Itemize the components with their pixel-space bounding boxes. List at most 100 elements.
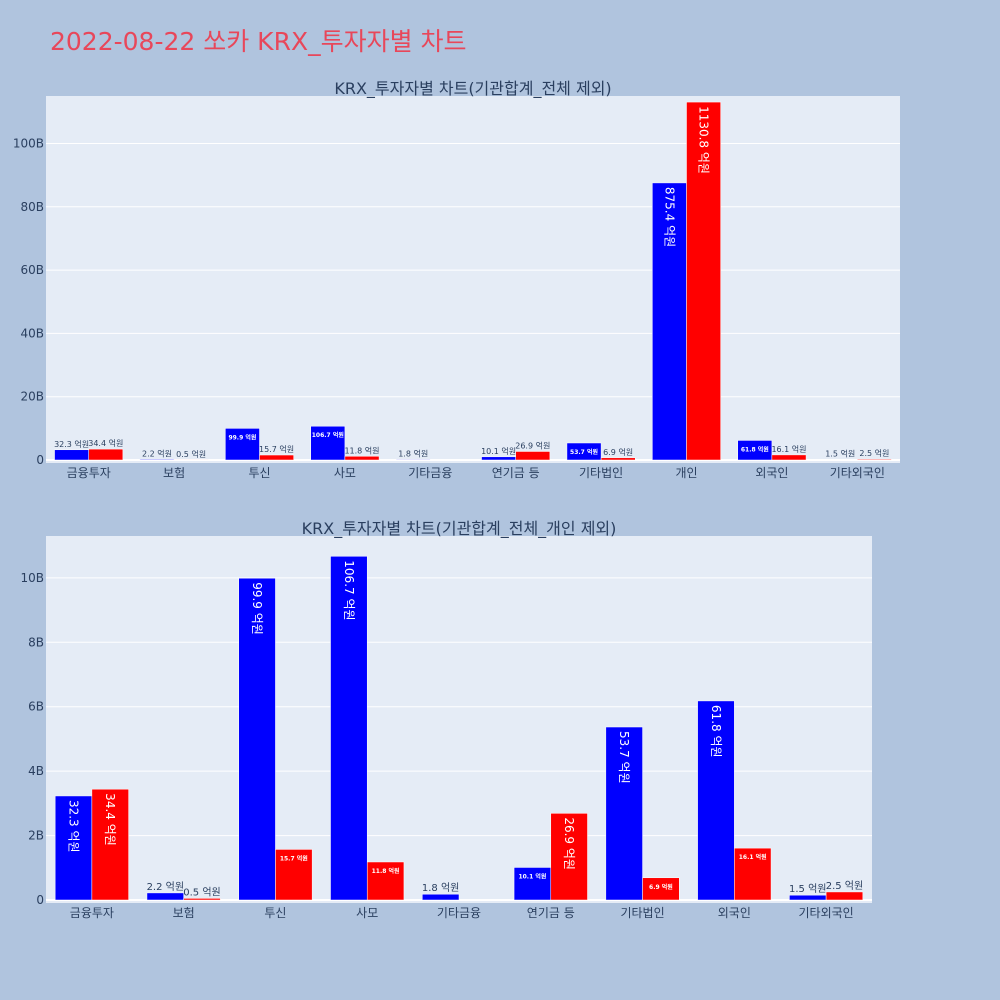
bar-1-0-0 <box>54 795 93 901</box>
y-tick-label-1-4: 8B <box>28 635 44 649</box>
x-tick-label-1-1: 보험 <box>173 906 195 920</box>
bar-0-1-6 <box>600 457 636 461</box>
data-label-1-1-8: 2.5 억원 <box>826 880 863 892</box>
data-label-0-1-6: 6.9 억원 <box>603 447 633 457</box>
data-label-0-0-7: 875.4 억원 <box>662 187 676 247</box>
data-label-1-0-8: 1.5 억원 <box>789 883 826 895</box>
data-label-1-0-0: 32.3 억원 <box>67 800 81 853</box>
plot-area-0 <box>46 96 900 463</box>
x-tick-label-0-1: 보험 <box>163 466 185 480</box>
data-label-0-0-9: 1.5 억원 <box>825 449 855 459</box>
y-tick-label-1-2: 4B <box>28 764 44 778</box>
y-tick-label-0-3: 60B <box>20 263 44 277</box>
bar-1-0-3 <box>330 556 368 901</box>
y-tick-label-1-0: 0 <box>36 893 44 907</box>
data-label-1-1-1: 0.5 억원 <box>183 886 220 898</box>
data-label-1-0-4: 1.8 억원 <box>422 882 459 894</box>
x-tick-label-1-7: 외국인 <box>718 906 751 920</box>
bar-0-0-5 <box>481 456 516 461</box>
x-tick-label-1-2: 투신 <box>264 906 286 920</box>
x-tick-label-0-6: 기타법인 <box>579 466 623 480</box>
data-label-1-1-3: 11.8 억원 <box>372 867 400 875</box>
chart-title-1: KRX_투자자별 차트(기관합계_전체_개인 제외) <box>302 519 617 539</box>
bar-1-0-6 <box>605 726 643 901</box>
bar-0-1-9 <box>857 458 892 461</box>
x-tick-label-1-8: 기타외국인 <box>799 906 854 920</box>
data-label-0-1-0: 34.4 억원 <box>88 438 123 448</box>
bar-0-0-4 <box>395 459 431 461</box>
data-label-0-1-3: 11.8 억원 <box>344 445 379 455</box>
x-tick-label-0-7: 개인 <box>675 466 697 480</box>
x-tick-label-0-4: 기타금융 <box>408 466 452 480</box>
data-label-1-1-2: 15.7 억원 <box>280 854 308 862</box>
bar-1-1-7 <box>734 847 772 901</box>
bar-0-1-3 <box>344 456 380 461</box>
x-tick-label-0-3: 사모 <box>334 466 356 480</box>
y-tick-label-0-0: 0 <box>36 453 44 467</box>
data-label-1-1-6: 6.9 억원 <box>649 883 673 891</box>
x-tick-label-0-5: 연기금 등 <box>492 466 540 480</box>
x-tick-label-1-3: 사모 <box>356 906 378 920</box>
bar-0-1-7 <box>686 101 721 461</box>
data-label-1-1-5: 26.9 억원 <box>562 817 576 870</box>
data-label-1-0-1: 2.2 억원 <box>147 881 184 893</box>
data-label-0-0-6: 53.7 억원 <box>570 448 598 456</box>
data-label-0-0-8: 61.8 억원 <box>741 445 769 453</box>
bar-1-1-3 <box>366 861 405 901</box>
bar-0-0-8 <box>737 440 773 461</box>
y-tick-label-0-4: 80B <box>20 200 44 214</box>
bar-0-0-6 <box>566 442 602 461</box>
data-label-0-0-4: 1.8 억원 <box>398 448 428 458</box>
bar-0-1-8 <box>771 454 807 461</box>
bar-0-1-0 <box>88 448 124 461</box>
bar-0-0-0 <box>54 449 89 461</box>
bar-1-1-5 <box>550 813 588 901</box>
bar-1-1-6 <box>642 877 680 901</box>
bar-1-1-2 <box>275 849 313 901</box>
x-tick-label-1-0: 금융투자 <box>70 906 114 920</box>
bar-1-0-4 <box>422 893 460 901</box>
data-label-0-1-8: 16.1 억원 <box>771 444 806 454</box>
bar-1-1-8 <box>825 891 864 901</box>
bar-0-0-3 <box>310 425 346 461</box>
y-tick-label-0-1: 20B <box>20 390 44 404</box>
y-tick-label-1-3: 6B <box>28 700 44 714</box>
x-tick-label-0-9: 기타외국인 <box>830 466 885 480</box>
y-tick-label-0-5: 100B <box>13 136 44 150</box>
data-label-0-1-2: 15.7 억원 <box>259 444 294 454</box>
bar-0-0-7 <box>652 182 687 461</box>
data-label-1-1-7: 16.1 억원 <box>739 853 767 861</box>
data-label-0-0-5: 10.1 억원 <box>481 446 516 456</box>
data-label-1-0-6: 53.7 억원 <box>617 731 631 784</box>
y-tick-label-1-1: 2B <box>28 829 44 843</box>
data-label-0-1-5: 26.9 억원 <box>515 440 550 450</box>
data-label-0-1-9: 2.5 억원 <box>859 448 889 458</box>
y-tick-label-1-5: 10B <box>20 571 44 585</box>
x-tick-label-1-5: 연기금 등 <box>527 906 575 920</box>
bar-0-0-2 <box>225 428 260 461</box>
data-label-0-0-2: 99.9 억원 <box>228 433 256 441</box>
data-label-0-0-3: 106.7 억원 <box>312 431 344 439</box>
x-tick-label-0-0: 금융투자 <box>67 466 111 480</box>
data-label-0-0-0: 32.3 억원 <box>54 439 89 449</box>
bar-1-0-2 <box>238 577 276 901</box>
data-label-1-1-0: 34.4 억원 <box>103 793 117 846</box>
bar-1-1-1 <box>183 898 221 901</box>
data-label-0-0-1: 2.2 억원 <box>142 448 172 458</box>
x-tick-label-0-8: 외국인 <box>755 466 788 480</box>
data-label-1-0-5: 10.1 억원 <box>518 872 546 880</box>
bar-1-0-1 <box>146 892 184 901</box>
bar-1-0-8 <box>789 894 827 901</box>
bar-1-0-5 <box>513 867 552 901</box>
bar-0-1-5 <box>515 451 551 461</box>
bar-0-1-2 <box>259 454 294 461</box>
page-title: 2022-08-22 쏘카 KRX_투자자별 차트 <box>50 27 467 56</box>
x-tick-label-1-6: 기타법인 <box>620 906 664 920</box>
data-label-1-0-7: 61.8 억원 <box>709 705 723 758</box>
y-tick-label-0-2: 40B <box>20 326 44 340</box>
chart-title-0: KRX_투자자별 차트(기관합계_전체 제외) <box>334 79 611 99</box>
bar-1-0-7 <box>697 700 735 901</box>
data-label-0-1-1: 0.5 억원 <box>176 449 206 459</box>
x-tick-label-0-2: 투신 <box>248 466 270 480</box>
